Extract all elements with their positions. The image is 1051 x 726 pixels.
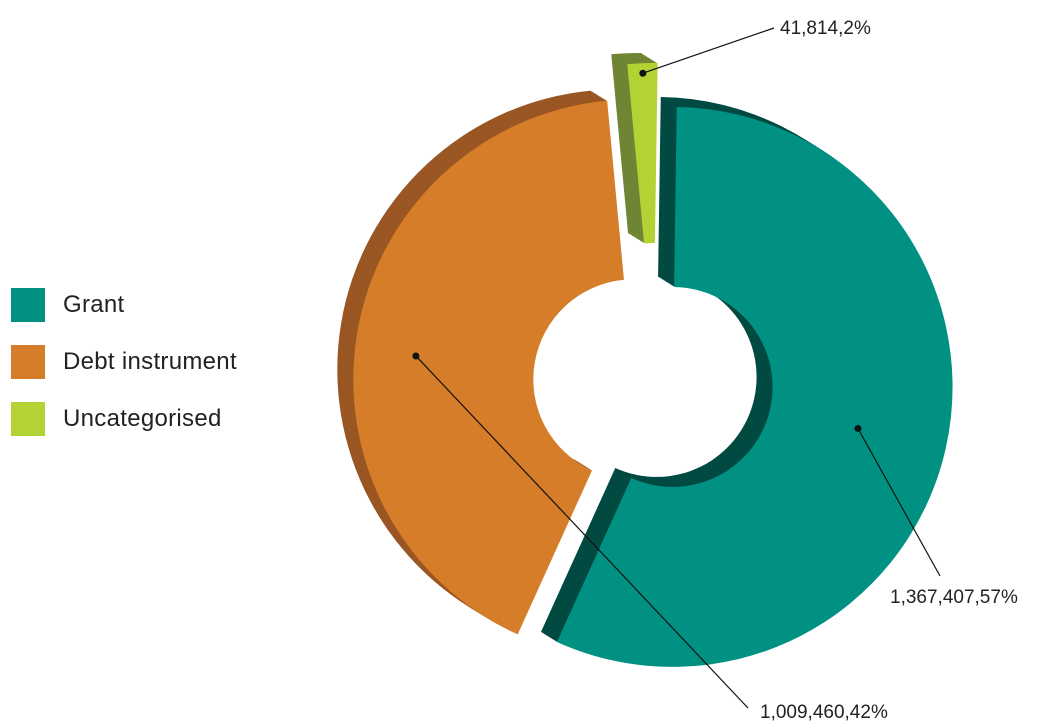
slice-face-grant <box>556 106 953 667</box>
legend-item-uncategorised: Uncategorised <box>11 390 237 447</box>
slice-face-uncategorised <box>627 63 658 244</box>
legend-label-debt-instrument: Debt instrument <box>63 347 237 375</box>
slice-grant <box>540 96 953 667</box>
legend-swatch-uncategorised <box>11 401 45 436</box>
slice-face-debt-instrument <box>353 100 624 635</box>
leader-line-uncategorised <box>642 27 775 74</box>
chart-legend: Grant Debt instrument Uncategorised <box>11 276 237 447</box>
leader-dot-debt-instrument <box>412 352 420 360</box>
leader-dot-grant <box>854 424 862 432</box>
data-label-debt-instrument: 1,009,460,42% <box>760 702 888 723</box>
data-label-uncategorised: 41,814,2% <box>780 18 871 39</box>
slice-uncategorised <box>611 53 658 244</box>
data-label-grant: 1,367,407,57% <box>890 587 1018 608</box>
leader-line-debt-instrument <box>415 355 749 709</box>
legend-item-debt-instrument: Debt instrument <box>11 333 237 390</box>
legend-swatch-debt-instrument <box>11 344 45 379</box>
leader-line-grant <box>857 428 941 577</box>
legend-swatch-grant <box>11 287 45 322</box>
legend-item-grant: Grant <box>11 276 237 333</box>
legend-label-grant: Grant <box>63 290 125 318</box>
leader-dot-uncategorised <box>639 69 647 77</box>
legend-label-uncategorised: Uncategorised <box>63 404 222 432</box>
